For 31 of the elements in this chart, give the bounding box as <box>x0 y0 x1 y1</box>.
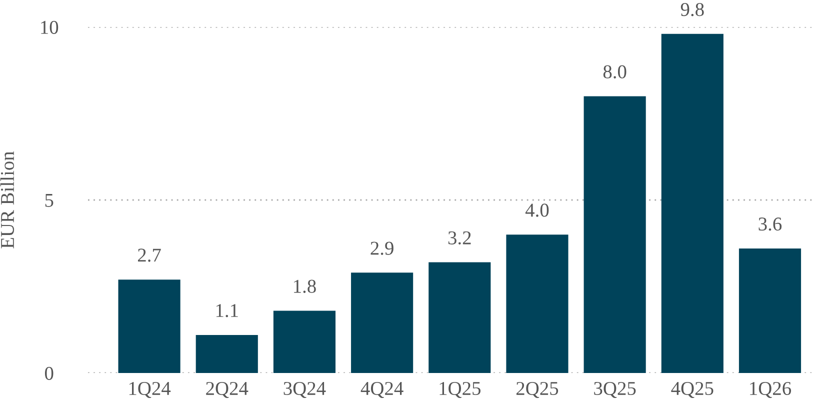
data-label: 9.8 <box>680 2 704 16</box>
x-tick-label: 1Q26 <box>750 382 792 398</box>
data-label: 2.9 <box>370 242 394 255</box>
bar <box>351 272 414 373</box>
data-label: 8.0 <box>603 65 626 78</box>
x-tick-label: 1Q25 <box>440 382 480 398</box>
y-tick-label: 10 <box>41 20 58 34</box>
bar <box>584 96 646 373</box>
bar <box>428 262 491 373</box>
bar <box>118 280 180 373</box>
bar <box>661 34 724 373</box>
bar <box>273 310 336 373</box>
data-label: 1.8 <box>294 280 316 293</box>
data-label: 3.2 <box>448 231 471 245</box>
y-tick-label: 0 <box>44 366 54 380</box>
x-tick-label: 2Q25 <box>516 382 558 398</box>
x-tick-label: 2Q24 <box>206 382 248 398</box>
data-label: 3.6 <box>758 218 782 231</box>
bar <box>506 234 568 373</box>
x-tick-label: 3Q25 <box>594 382 636 398</box>
x-tick-label: 3Q24 <box>284 382 326 398</box>
data-label: 2.7 <box>138 248 161 262</box>
x-tick-label: 4Q25 <box>671 382 714 398</box>
y-axis-title: EUR Billion <box>0 151 14 248</box>
x-tick-label: 4Q24 <box>360 382 404 398</box>
y-tick-label: 5 <box>45 194 54 207</box>
data-label: 4.0 <box>525 204 549 217</box>
data-label: 1.1 <box>216 304 238 318</box>
bar <box>738 248 802 373</box>
x-tick-label: 1Q24 <box>129 382 171 398</box>
bar <box>196 334 258 373</box>
